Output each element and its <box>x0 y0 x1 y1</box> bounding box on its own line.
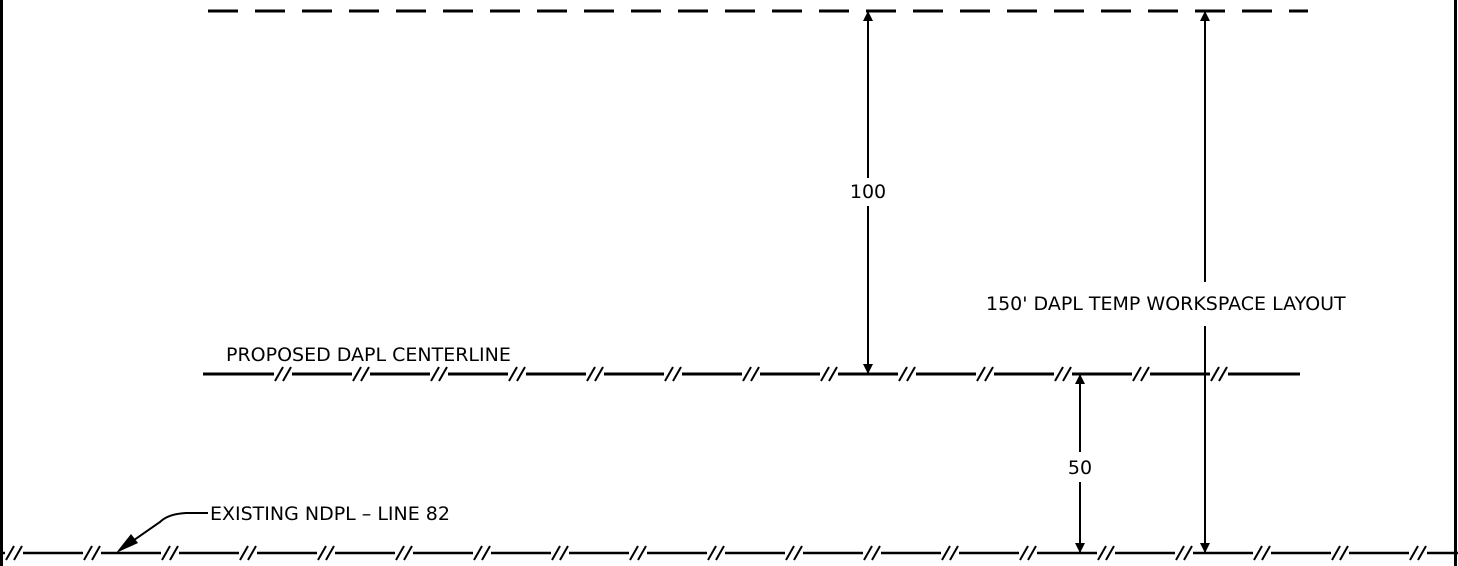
existing-pipe-mark <box>1253 545 1271 561</box>
existing-pipe-mark <box>707 545 725 561</box>
existing-pipe-mark <box>785 545 803 561</box>
centerline-pipe-mark <box>1054 366 1072 382</box>
centerline-pipe-mark <box>352 366 370 382</box>
dimension-100: 100 <box>850 10 886 374</box>
workspace-layout-label: 150' DAPL TEMP WORKSPACE LAYOUT <box>986 293 1346 315</box>
centerline-pipe-mark <box>664 366 682 382</box>
centerline-pipe-mark <box>976 366 994 382</box>
dimension-100-label: 100 <box>850 181 886 203</box>
existing-pipe-mark <box>863 545 881 561</box>
existing-pipe-mark <box>395 545 413 561</box>
centerline-pipe-mark <box>898 366 916 382</box>
dimension-150 <box>1195 10 1215 553</box>
centerline-pipe-mark <box>1132 366 1150 382</box>
existing-pipe-mark <box>317 545 335 561</box>
existing-line-leader <box>116 512 208 553</box>
existing-pipe-mark <box>5 545 23 561</box>
centerline-pipe-mark <box>508 366 526 382</box>
existing-pipe-mark <box>941 545 959 561</box>
centerline-pipe-mark <box>742 366 760 382</box>
existing-line-label: EXISTING NDPL – LINE 82 <box>210 503 450 525</box>
existing-pipe-mark <box>1175 545 1193 561</box>
existing-pipe-mark <box>1331 545 1349 561</box>
existing-pipe-mark <box>161 545 179 561</box>
existing-pipe-mark <box>629 545 647 561</box>
centerline-pipe-mark <box>274 366 292 382</box>
existing-pipe-mark <box>1409 545 1427 561</box>
existing-pipe-mark <box>83 545 101 561</box>
centerline-pipe-mark <box>820 366 838 382</box>
proposed-centerline-label: PROPOSED DAPL CENTERLINE <box>226 344 511 366</box>
centerline-pipe-mark <box>1210 366 1228 382</box>
centerline-pipe-marks <box>274 366 1228 382</box>
existing-pipe-mark <box>239 545 257 561</box>
existing-pipe-marks <box>5 545 1427 561</box>
centerline-pipe-mark <box>586 366 604 382</box>
existing-pipe-mark <box>551 545 569 561</box>
proposed-centerline <box>203 366 1300 382</box>
existing-pipe-mark <box>1097 545 1115 561</box>
existing-pipe-mark <box>1019 545 1037 561</box>
dimension-50: 50 <box>1068 374 1092 553</box>
existing-pipeline <box>0 545 1458 561</box>
dimension-50-label: 50 <box>1068 457 1092 479</box>
centerline-pipe-mark <box>430 366 448 382</box>
existing-pipe-mark <box>473 545 491 561</box>
